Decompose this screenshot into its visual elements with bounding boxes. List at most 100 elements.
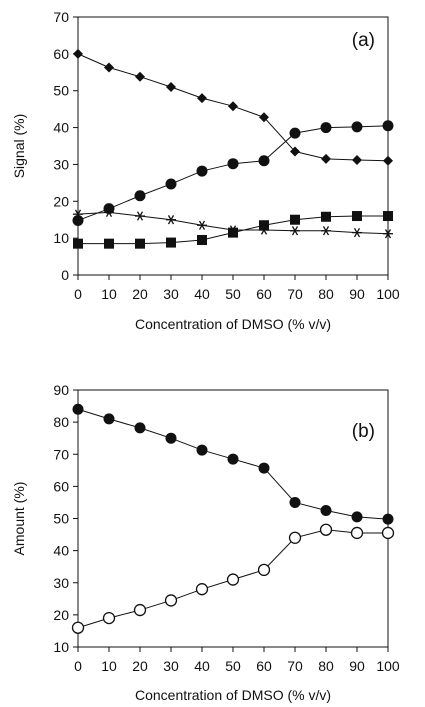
- data-point-asterisk: [104, 207, 114, 217]
- data-point-circle-filled: [320, 122, 332, 134]
- data-point-square: [197, 234, 207, 245]
- x-axis-label: Concentration of DMSO (% v/v): [135, 316, 331, 332]
- data-point-square: [352, 211, 362, 222]
- x-tick-label: 20: [132, 658, 148, 674]
- y-axis-label: Amount (%): [11, 482, 27, 556]
- data-point-circle-open: [226, 573, 240, 586]
- x-tick-label: 60: [256, 286, 272, 302]
- y-tick-label: 50: [53, 83, 69, 99]
- y-tick-label: 10: [53, 230, 69, 246]
- data-point-circle-filled: [289, 127, 301, 139]
- data-point-asterisk: [197, 220, 207, 230]
- data-point-square: [104, 238, 114, 249]
- y-tick-label: 40: [53, 543, 69, 559]
- data-point-circle-open: [164, 594, 178, 607]
- y-tick-label: 70: [53, 9, 69, 25]
- y-tick-label: 50: [53, 511, 69, 527]
- data-point-diamond: [135, 71, 145, 82]
- x-tick-label: 90: [349, 658, 365, 674]
- data-point-circle-filled: [72, 403, 84, 415]
- data-point-circle-filled: [351, 121, 363, 133]
- x-tick-label: 40: [194, 658, 210, 674]
- data-point-circle-filled: [196, 444, 208, 456]
- data-point-square: [259, 220, 269, 231]
- data-point-diamond: [104, 62, 114, 73]
- data-point-circle-filled: [289, 496, 301, 508]
- panel-b: 0 10 20 30 40 50 60 70 80 90 100 10 20 30 40 50 60 70 80 90…: [11, 382, 400, 703]
- y-tick-label: 60: [53, 478, 69, 494]
- x-tick-label: 50: [225, 658, 241, 674]
- data-point-diamond: [321, 153, 331, 164]
- data-point-asterisk: [290, 226, 300, 236]
- data-point-circle-filled: [382, 120, 394, 132]
- data-point-diamond: [352, 155, 362, 166]
- data-point-circle-open: [350, 526, 364, 540]
- data-point-asterisk: [166, 215, 176, 225]
- data-point-circle-open: [102, 611, 116, 625]
- data-point-circle-filled: [103, 203, 115, 215]
- data-point-asterisk: [73, 209, 83, 219]
- data-point-circle-filled: [227, 158, 239, 170]
- y-tick-label: 80: [53, 414, 69, 430]
- x-tick-label: 0: [74, 658, 82, 674]
- data-point-circle-filled: [320, 504, 332, 516]
- data-point-circle-open: [319, 523, 333, 536]
- data-point-diamond: [259, 112, 269, 123]
- data-point-circle-filled: [196, 165, 208, 177]
- data-point-circle-open: [288, 531, 302, 544]
- panel-a: 0 10 20 30 40 50 60 70 80 90 100 0 10 20 30 40 50 60 70 Con…: [11, 9, 400, 332]
- y-tick-label: 40: [53, 120, 69, 136]
- y-tick-label: 30: [53, 156, 69, 172]
- x-tick-label: 70: [287, 658, 303, 674]
- x-tick-label: 10: [101, 658, 117, 674]
- x-tick-label: 80: [318, 286, 334, 302]
- data-point-circle-filled: [103, 413, 115, 425]
- data-point-asterisk: [383, 229, 393, 239]
- data-point-diamond: [197, 93, 207, 104]
- data-point-square: [135, 238, 145, 249]
- x-tick-label: 70: [287, 286, 303, 302]
- data-point-circle-filled: [351, 511, 363, 523]
- x-tick-label: 20: [132, 286, 148, 302]
- x-tick-label: 50: [225, 286, 241, 302]
- data-point-circle-filled: [134, 190, 146, 202]
- data-point-square: [228, 227, 238, 238]
- data-point-square: [383, 211, 393, 222]
- x-tick-label: 30: [163, 286, 179, 302]
- y-tick-label: 70: [53, 446, 69, 462]
- y-axis-label: Signal (%): [11, 114, 27, 179]
- x-tick-label: 10: [101, 286, 117, 302]
- panel-label: (b): [352, 421, 375, 442]
- y-tick-label: 60: [53, 46, 69, 62]
- series-line-circle-filled: [77, 125, 389, 221]
- data-point-circle-filled: [382, 513, 394, 525]
- data-point-square: [290, 214, 300, 225]
- x-tick-label: 40: [194, 286, 210, 302]
- y-tick-label: 20: [53, 193, 69, 209]
- y-tick-label: 30: [53, 575, 69, 591]
- data-point-circle-open: [133, 603, 147, 617]
- x-axis-label: Concentration of DMSO (% v/v): [135, 687, 331, 703]
- data-point-circle-filled: [165, 432, 177, 444]
- data-point-diamond: [228, 101, 238, 112]
- x-tick-label: 0: [74, 286, 82, 302]
- data-point-diamond: [383, 155, 393, 166]
- plot-frame: [77, 389, 389, 648]
- data-point-asterisk: [321, 226, 331, 236]
- x-tick-label: 30: [163, 658, 179, 674]
- data-point-square: [321, 211, 331, 222]
- x-tick-label: 80: [318, 658, 334, 674]
- data-point-circle-filled: [258, 155, 270, 167]
- y-tick-label: 10: [53, 639, 69, 655]
- data-point-circle-filled: [134, 422, 146, 434]
- y-tick-label: 20: [53, 607, 69, 623]
- data-point-circle-open: [257, 563, 271, 577]
- data-point-circle-open: [195, 583, 209, 596]
- data-point-circle-filled: [72, 214, 84, 226]
- x-tick-label: 60: [256, 658, 272, 674]
- data-point-diamond: [73, 48, 83, 59]
- data-point-square: [73, 238, 83, 249]
- data-point-circle-filled: [227, 453, 239, 465]
- data-point-asterisk: [135, 211, 145, 221]
- data-point-asterisk: [352, 227, 362, 238]
